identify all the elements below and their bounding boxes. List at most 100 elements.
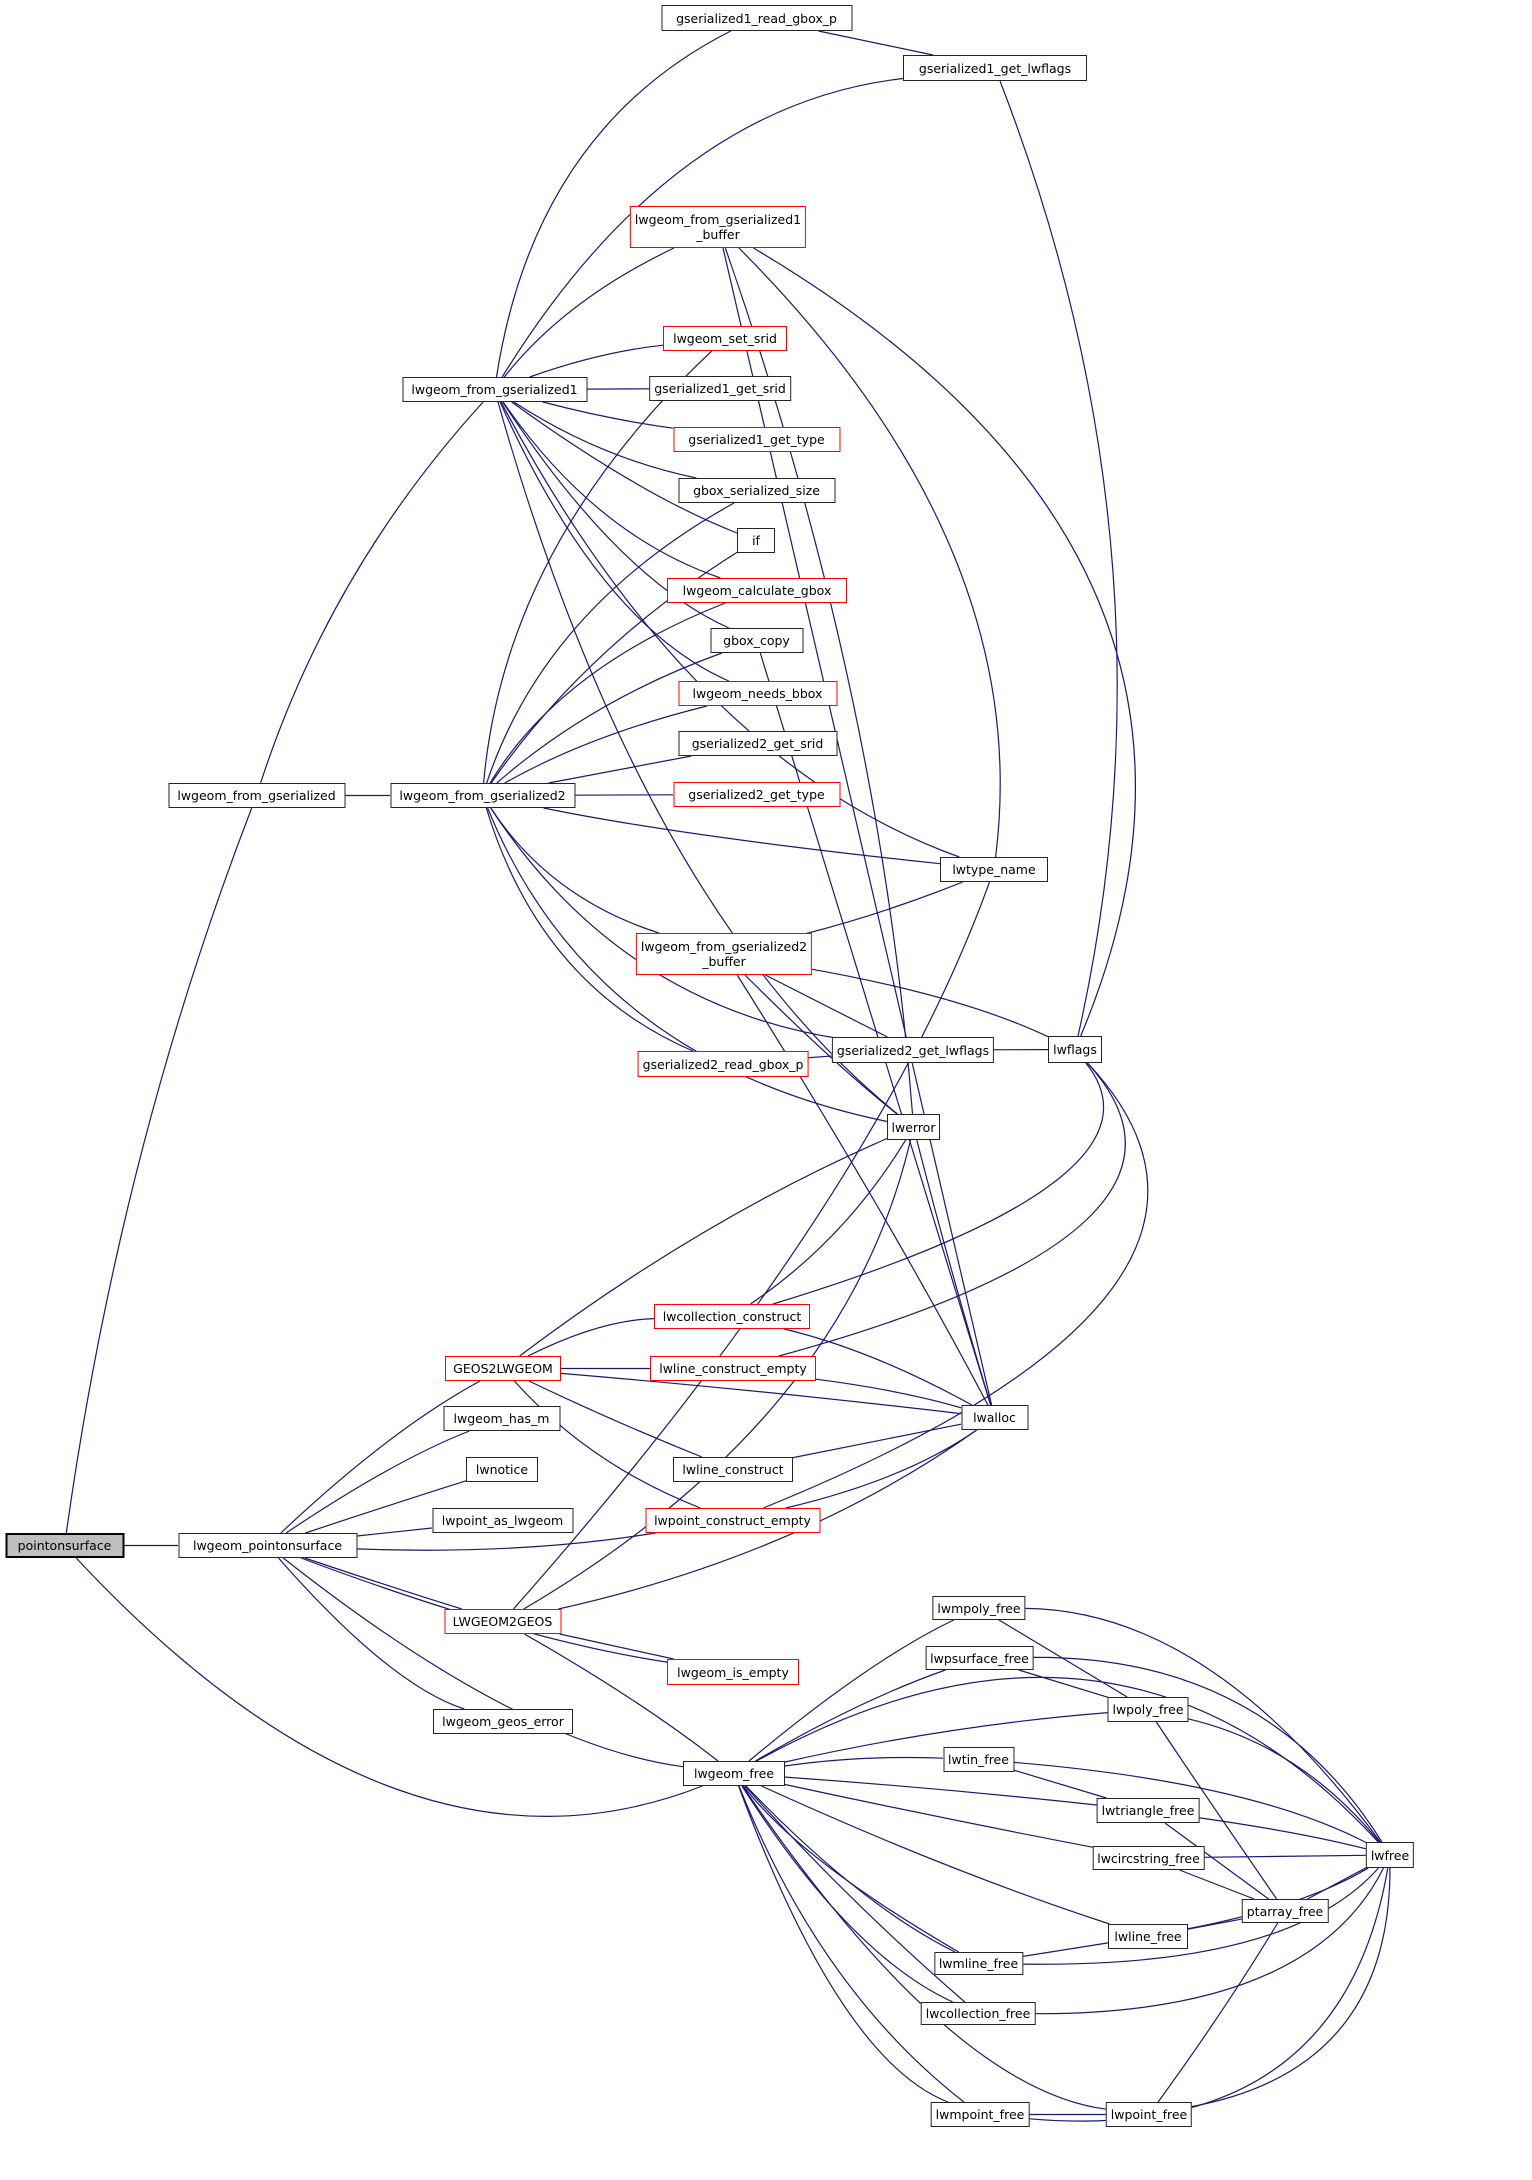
node-l2g[interactable]: LWGEOM2GEOS bbox=[444, 1609, 561, 1634]
edge-fg2-fg2b bbox=[490, 807, 659, 934]
node-trif[interactable]: lwtriangle_free bbox=[1096, 1798, 1200, 1823]
node-linef[interactable]: lwline_free bbox=[1108, 1924, 1188, 1949]
node-fg1b[interactable]: lwgeom_from_gserialized1 _buffer bbox=[629, 206, 807, 248]
edge-psf-polyf bbox=[1018, 1669, 1109, 1698]
edge-mlinef-linef bbox=[1022, 1942, 1109, 1957]
edge-gcopy-lal bbox=[759, 652, 992, 1406]
node-g1glf[interactable]: gserialized1_get_lwflags bbox=[903, 55, 1087, 81]
node-lgf[interactable]: lwgeom_free bbox=[683, 1761, 785, 1786]
node-tinf[interactable]: lwtin_free bbox=[943, 1747, 1014, 1772]
node-g1rgp[interactable]: gserialized1_read_gbox_p bbox=[661, 5, 852, 31]
node-ifnode[interactable]: if bbox=[737, 528, 775, 553]
node-label: lwgeom_from_gserialized2 bbox=[399, 788, 566, 803]
node-label: lwgeom_calculate_gbox bbox=[682, 583, 832, 598]
edge-lgf-pointf bbox=[742, 1785, 1108, 2110]
edge-pointf-free bbox=[1190, 1867, 1391, 2108]
edge-lce-lal bbox=[815, 1378, 962, 1409]
node-gcopy[interactable]: gbox_copy bbox=[710, 628, 803, 653]
edge-g2l-lerr bbox=[519, 1137, 888, 1357]
edge-lgf-trif bbox=[784, 1776, 1099, 1806]
node-polyf[interactable]: lwpoly_free bbox=[1107, 1697, 1189, 1722]
node-lge[interactable]: lwgeom_geos_error bbox=[433, 1709, 573, 1734]
node-label: lwgeom_geos_error bbox=[442, 1714, 564, 1729]
node-label: gserialized2_get_type bbox=[688, 787, 825, 802]
node-free[interactable]: lwfree bbox=[1365, 1842, 1415, 1868]
edge-lgf-mpolyf bbox=[748, 1619, 955, 1762]
node-lcc[interactable]: lwcollection_construct bbox=[654, 1304, 810, 1329]
edge-lpce-lwf bbox=[763, 1062, 1149, 1509]
node-lerr[interactable]: lwerror bbox=[886, 1114, 941, 1140]
node-lal[interactable]: lwalloc bbox=[961, 1405, 1028, 1430]
node-g2rgp[interactable]: gserialized2_read_gbox_p bbox=[637, 1051, 809, 1077]
node-ltn[interactable]: lwtype_name bbox=[940, 857, 1048, 882]
node-collf[interactable]: lwcollection_free bbox=[920, 2002, 1036, 2025]
node-label: lwline_free bbox=[1114, 1929, 1182, 1944]
node-g2srid[interactable]: gserialized2_get_srid bbox=[678, 731, 837, 756]
node-lpos[interactable]: lwgeom_pointonsurface bbox=[178, 1533, 357, 1558]
node-label: gserialized1_get_srid bbox=[654, 381, 786, 396]
node-gss[interactable]: gbox_serialized_size bbox=[678, 478, 835, 503]
node-label: gserialized2_get_srid bbox=[691, 736, 824, 751]
node-setsrid[interactable]: lwgeom_set_srid bbox=[663, 326, 787, 351]
node-label: lwpoint_as_lwgeom bbox=[441, 1513, 564, 1528]
edge-g2l-lpce bbox=[513, 1380, 701, 1509]
node-label: if bbox=[752, 533, 760, 548]
edge-lgf-psf bbox=[755, 1669, 946, 1762]
node-circf[interactable]: lwcircstring_free bbox=[1092, 1846, 1205, 1870]
node-llc[interactable]: lwline_construct bbox=[673, 1457, 793, 1482]
node-label: gbox_copy bbox=[723, 633, 790, 648]
edge-lpce-lal bbox=[785, 1429, 977, 1509]
edge-circf-ptf bbox=[1179, 1869, 1255, 1900]
node-lnot[interactable]: lwnotice bbox=[466, 1457, 538, 1482]
node-label: lwgeom_pointonsurface bbox=[192, 1538, 343, 1553]
node-g2glf[interactable]: gserialized2_get_lwflags bbox=[831, 1037, 995, 1063]
edge-fg2-lerr bbox=[487, 807, 888, 1123]
node-lhm[interactable]: lwgeom_has_m bbox=[443, 1406, 560, 1431]
edge-fg2-g2rgp bbox=[485, 807, 694, 1052]
node-g1srid[interactable]: gserialized1_get_srid bbox=[649, 376, 791, 401]
edge-fg2-lcg bbox=[489, 602, 726, 784]
node-pointf[interactable]: lwpoint_free bbox=[1105, 2102, 1193, 2127]
edge-trif-ptf bbox=[1164, 1822, 1269, 1900]
edge-lgf-mptf bbox=[738, 1785, 949, 2103]
node-pos: pointonsurface bbox=[5, 1533, 124, 1558]
node-lcg[interactable]: lwgeom_calculate_gbox bbox=[667, 578, 847, 603]
edge-group bbox=[65, 30, 1391, 2122]
edge-tinf-trif bbox=[1013, 1769, 1107, 1799]
node-label: gserialized1_get_lwflags bbox=[918, 60, 1072, 76]
node-lpce[interactable]: lwpoint_construct_empty bbox=[645, 1508, 820, 1533]
node-mpolyf[interactable]: lwmpoly_free bbox=[932, 1596, 1026, 1620]
edge-lgf-collf bbox=[741, 1785, 954, 2003]
edge-fg2b-lal bbox=[736, 974, 989, 1406]
node-psf[interactable]: lwpsurface_free bbox=[925, 1646, 1034, 1670]
node-fg1[interactable]: lwgeom_from_gserialized1 bbox=[402, 377, 587, 402]
edge-pos-lgf bbox=[75, 1557, 703, 1817]
node-mlinef[interactable]: lwmline_free bbox=[933, 1952, 1024, 1975]
edge-polyf-free bbox=[1187, 1718, 1380, 1843]
edge-g2l-lcc bbox=[527, 1318, 655, 1357]
node-g2type[interactable]: gserialized2_get_type bbox=[673, 782, 840, 807]
edge-mlinef-lgf bbox=[743, 1785, 960, 1953]
node-label: lwline_construct bbox=[682, 1462, 784, 1477]
edge-g1glf-lwf bbox=[999, 80, 1118, 1037]
node-label: GEOS2LWGEOM bbox=[453, 1361, 553, 1376]
node-label: lwpoint_construct_empty bbox=[654, 1513, 811, 1528]
node-ptf[interactable]: ptarray_free bbox=[1241, 1899, 1329, 1923]
node-g2l[interactable]: GEOS2LWGEOM bbox=[445, 1356, 561, 1381]
node-g1type[interactable]: gserialized1_get_type bbox=[673, 427, 840, 452]
node-lnb[interactable]: lwgeom_needs_bbox bbox=[678, 681, 837, 706]
node-label: lwgeom_set_srid bbox=[673, 331, 777, 346]
node-lwf[interactable]: lwflags bbox=[1048, 1036, 1102, 1063]
node-plw[interactable]: lwpoint_as_lwgeom bbox=[432, 1508, 573, 1533]
edge-lpos-lpce bbox=[356, 1532, 656, 1551]
node-fg2b[interactable]: lwgeom_from_gserialized2 _buffer bbox=[635, 933, 813, 975]
node-mptf[interactable]: lwmpoint_free bbox=[930, 2102, 1030, 2127]
edge-fg2b-lerr bbox=[744, 974, 898, 1115]
node-label: lwmline_free bbox=[938, 1956, 1019, 1971]
node-fg[interactable]: lwgeom_from_gserialized bbox=[168, 783, 345, 808]
node-lce[interactable]: lwline_construct_empty bbox=[650, 1356, 816, 1381]
edge-l2g-ltn bbox=[513, 881, 991, 1610]
node-fg2[interactable]: lwgeom_from_gserialized2 bbox=[390, 783, 575, 808]
edge-psf-free bbox=[1031, 1656, 1383, 1843]
node-lie[interactable]: lwgeom_is_empty bbox=[667, 1659, 799, 1685]
